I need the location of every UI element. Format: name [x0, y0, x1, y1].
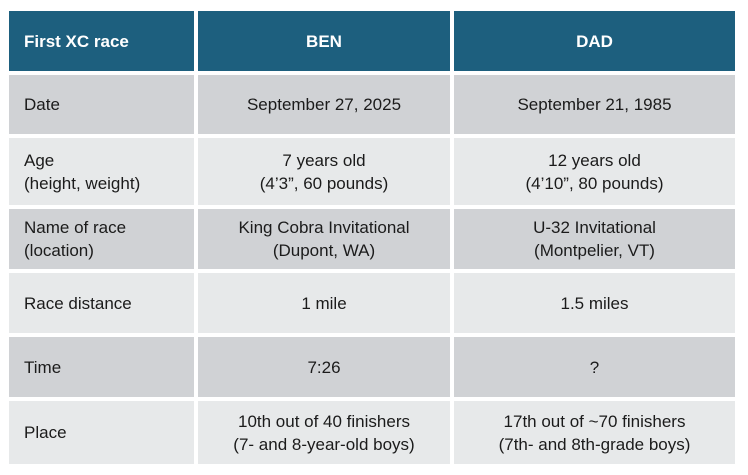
- ben-race-name-cell: King Cobra Invitational (Dupont, WA): [198, 209, 450, 269]
- column-header-ben: BEN: [198, 11, 450, 71]
- ben-time-cell: 7:26: [198, 337, 450, 397]
- ben-age-cell: 7 years old (4’3”, 60 pounds): [198, 138, 450, 205]
- row-label-race-distance: Race distance: [9, 273, 194, 333]
- column-header-dad: DAD: [454, 11, 735, 71]
- table-title-header: First XC race: [9, 11, 194, 71]
- comparison-table: First XC race BEN DAD Date September 27,…: [9, 11, 735, 464]
- dad-date-cell: September 21, 1985: [454, 75, 735, 134]
- row-label-race-name: Name of race (location): [9, 209, 194, 269]
- row-label-age: Age (height, weight): [9, 138, 194, 205]
- ben-date-cell: September 27, 2025: [198, 75, 450, 134]
- row-label-time: Time: [9, 337, 194, 397]
- ben-race-distance-cell: 1 mile: [198, 273, 450, 333]
- dad-race-name-cell: U-32 Invitational (Montpelier, VT): [454, 209, 735, 269]
- ben-place-cell: 10th out of 40 finishers (7- and 8-year-…: [198, 401, 450, 464]
- dad-place-cell: 17th out of ~70 finishers (7th- and 8th-…: [454, 401, 735, 464]
- dad-race-distance-cell: 1.5 miles: [454, 273, 735, 333]
- row-label-place: Place: [9, 401, 194, 464]
- dad-age-cell: 12 years old (4’10”, 80 pounds): [454, 138, 735, 205]
- dad-time-cell: ?: [454, 337, 735, 397]
- row-label-date: Date: [9, 75, 194, 134]
